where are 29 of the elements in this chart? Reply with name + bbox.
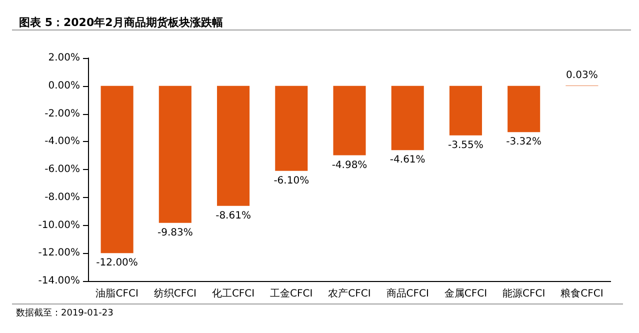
- data-label: -3.32%: [506, 136, 542, 148]
- data-label: -9.83%: [157, 227, 193, 238]
- x-tick-label: 化工CFCI: [212, 288, 255, 300]
- y-tick-label: -2.00%: [44, 108, 80, 120]
- data-label: -3.55%: [448, 140, 484, 151]
- y-tick-label: -4.00%: [44, 136, 80, 148]
- x-tick-label: 粮食CFCI: [560, 288, 604, 300]
- y-tick-label: -10.00%: [38, 220, 80, 231]
- y-tick-label: -12.00%: [38, 248, 80, 259]
- y-tick-label: 2.00%: [48, 52, 80, 64]
- data-label: -4.61%: [390, 154, 426, 166]
- y-tick-label: -6.00%: [44, 164, 80, 175]
- x-tick-label: 工金CFCI: [270, 288, 313, 300]
- y-tick-label: -8.00%: [44, 192, 80, 203]
- x-tick-label: 纺织CFCI: [154, 288, 197, 300]
- data-label: -12.00%: [96, 258, 138, 269]
- x-tick-label: 金属CFCI: [444, 288, 488, 300]
- x-tick-label: 农产CFCI: [328, 288, 371, 300]
- data-label: -4.98%: [332, 160, 368, 171]
- x-tick-label: 能源CFCI: [502, 288, 546, 300]
- chart-title: 图表 5：2020年2月商品期货板块涨跌幅: [19, 16, 223, 29]
- x-tick-label: 油脂CFCI: [96, 288, 138, 300]
- text: 数据截至：2019-01-23: [16, 308, 114, 318]
- data-label: -6.10%: [274, 175, 310, 186]
- data-label: -8.61%: [216, 210, 251, 222]
- data-label: 0.03%: [566, 70, 598, 81]
- y-tick-label: -14.00%: [38, 276, 80, 286]
- y-tick-label: 0.00%: [48, 80, 80, 92]
- x-tick-label: 商品CFCI: [386, 288, 429, 300]
